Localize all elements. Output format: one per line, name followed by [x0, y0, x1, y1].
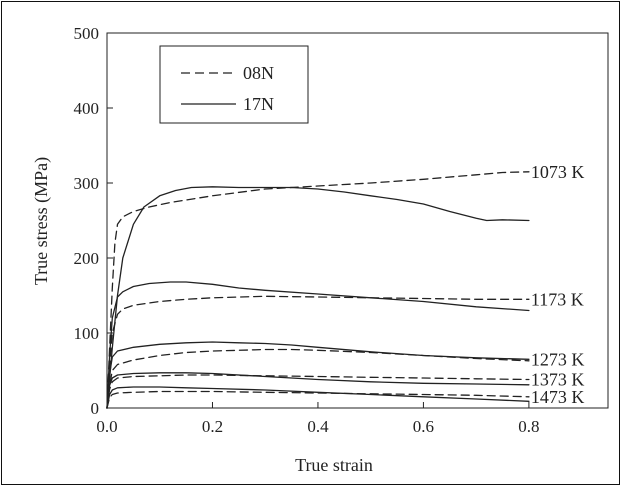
legend-box [159, 45, 309, 124]
y-axis-title: True stress (MPa) [31, 157, 52, 285]
y-tick-label: 0 [91, 399, 100, 418]
series-line-17n-1173k [106, 281, 530, 409]
temperature-label: 1173 K [531, 289, 584, 309]
y-tick-label: 300 [74, 174, 100, 193]
series-line-08n-1373k [106, 374, 530, 409]
plot-frame [106, 32, 609, 409]
series-line-17n-1073k [106, 186, 530, 409]
x-tick-label: 0.6 [413, 417, 434, 436]
temperature-label: 1373 K [531, 370, 585, 390]
tick-layer: 0.0 0.2 0.4 0.6 0.8 0 100 200 300 400 500 [74, 24, 540, 436]
y-tick-label: 100 [74, 324, 100, 343]
series-line-17n-1473k [106, 386, 530, 409]
series-line-08n-1473k [106, 390, 530, 409]
temperature-label: 1473 K [531, 387, 585, 407]
y-tick-label: 400 [74, 99, 100, 118]
legend: 08N 17N [159, 45, 309, 124]
legend-label-08n: 08N [243, 63, 274, 83]
x-tick-label: 0.2 [202, 417, 223, 436]
y-tick-label: 200 [74, 249, 100, 268]
series-line-17n-1273k [106, 341, 530, 409]
temperature-label: 1273 K [531, 349, 585, 369]
temperature-label: 1073 K [531, 162, 585, 182]
plot-area: 0.0 0.2 0.4 0.6 0.8 0 100 200 300 400 500 1073 K 11… [74, 24, 609, 436]
series-line-08n-1073k [106, 171, 530, 409]
x-tick-label: 0.8 [518, 417, 539, 436]
series-line-08n-1173k [106, 295, 530, 409]
x-axis-title: True strain [295, 455, 373, 475]
legend-label-17n: 17N [243, 94, 274, 114]
x-tick-label: 0.4 [307, 417, 329, 436]
x-tick-label: 0.0 [96, 417, 117, 436]
y-tick-label: 500 [74, 24, 100, 43]
series-layer [106, 171, 530, 409]
series-line-17n-1373k [106, 372, 530, 409]
